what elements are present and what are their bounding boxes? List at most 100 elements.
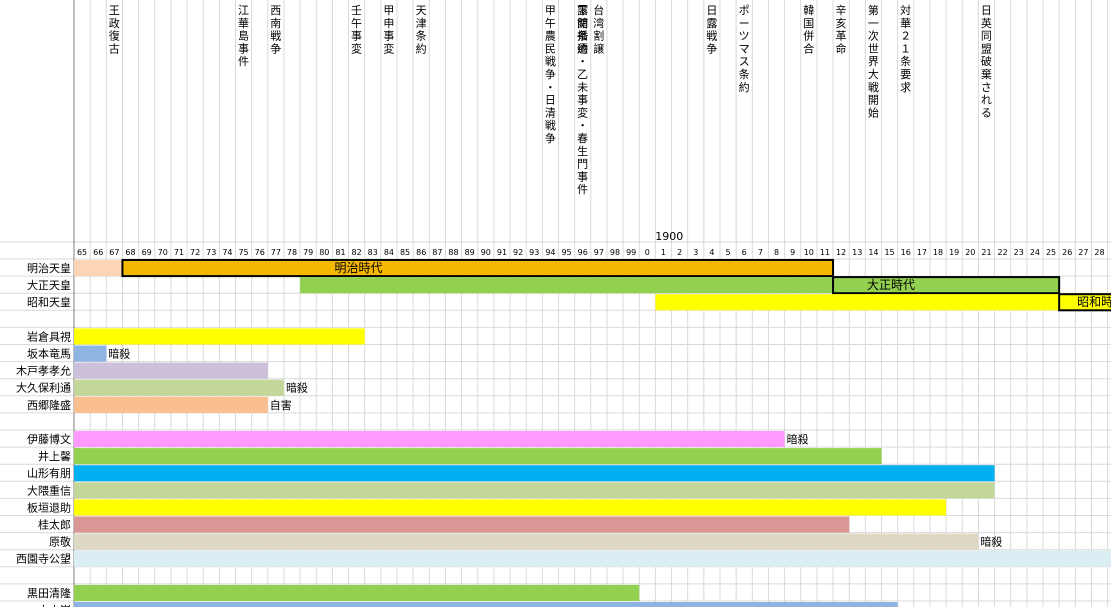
tick-label: 0 [645,248,650,257]
tick-label: 9 [790,248,795,257]
bar [74,396,268,413]
event-char: 遷 [577,42,588,55]
tick-label: 81 [335,248,345,257]
tick-label: 8 [774,248,779,257]
event-char: ・ [577,55,588,68]
row-label: 黒田清隆 [27,586,71,600]
tick-label: 72 [190,248,200,257]
tick-label: 69 [142,248,152,257]
event-char: 争 [545,67,556,81]
event-char: 生 [577,144,588,158]
tick-label: 20 [965,248,975,257]
row-label: 伊藤博文 [27,432,71,446]
tick-label: 80 [319,248,329,257]
event-char: 求 [900,81,911,94]
event-char: 合 [803,41,814,55]
event-char: 事 [383,30,394,43]
bar [300,277,834,294]
tick-label: 10 [804,248,814,257]
event-char: 西 [270,4,281,17]
tick-label: 76 [255,248,265,257]
row-label: 大山巌 [38,603,71,607]
row-label: 西園寺公望 [16,553,71,566]
tick-label: 82 [352,248,362,257]
bar [74,499,947,516]
event-char: 事 [238,42,249,55]
event-char: 争 [270,41,281,55]
event-char: １ [900,42,911,55]
event-char: 復 [109,30,120,43]
tick-label: 14 [868,248,878,257]
event-char: 変 [383,41,394,55]
bar [74,584,640,601]
event-char: 津 [416,17,427,30]
event-char: 辛 [836,3,847,17]
event-char: 対 [900,3,911,17]
event-char: 下 [577,4,588,17]
bar [832,276,1061,295]
bar [1058,293,1111,312]
tick-label: 6 [742,248,747,257]
event-char: 申 [383,17,394,30]
tick-label: 98 [610,248,620,257]
event-char: 未 [577,81,588,94]
bar [74,379,284,396]
event-char: 事 [351,30,362,43]
tick-label: 95 [561,248,571,257]
bar-note: 暗殺 [787,432,809,446]
event-char: 韓 [803,4,814,17]
bar-label: 大正時代 [867,278,915,292]
event-char: 門 [577,158,588,171]
event-char: 約 [577,41,588,55]
event-char: 戦 [868,81,879,94]
event-char: 亥 [836,16,847,30]
event-char: 約 [739,80,750,94]
row-label: 坂本竜馬 [27,347,71,361]
event-char: 革 [836,29,847,43]
row-label: 明治天皇 [27,261,71,275]
event-char: 清 [545,106,556,119]
event-char: 戦 [545,55,556,68]
event-char: 古 [109,42,120,55]
row-label: 井上馨 [38,449,71,463]
event-char: 午 [351,17,362,30]
tick-label: 5 [726,248,731,257]
event-char: さ [981,81,992,94]
row-label: 木戸孝孝允 [16,364,71,378]
bar-note: 暗殺 [286,381,308,395]
tick-label: 73 [206,248,216,257]
tick-label: 19 [949,248,959,257]
event-char: 割 [593,29,604,43]
event-char: マ [739,42,750,55]
tick-label: 87 [432,248,442,257]
event-char: 世 [868,42,879,55]
event-char: 壬 [351,4,362,17]
event-char: 変 [351,41,362,55]
event-char: 変 [577,105,588,119]
tick-label: 71 [174,248,184,257]
tick-label: 86 [416,248,426,257]
tick-label: 16 [901,248,911,257]
event-char: 民 [545,42,556,55]
tick-label: 90 [481,248,491,257]
event-char: 露 [706,17,717,30]
tick-label: 3 [693,248,698,257]
event-char: ポ [739,4,750,17]
event-char: 日 [545,94,556,107]
tick-label: 65 [77,248,87,257]
tick-label: 94 [545,248,555,257]
event-char: 播 [577,29,588,43]
tick-label: 93 [529,248,539,257]
event-char: 一 [868,17,879,30]
event-char: 次 [868,29,879,43]
tick-label: 15 [884,248,894,257]
tick-label: 92 [513,248,523,257]
